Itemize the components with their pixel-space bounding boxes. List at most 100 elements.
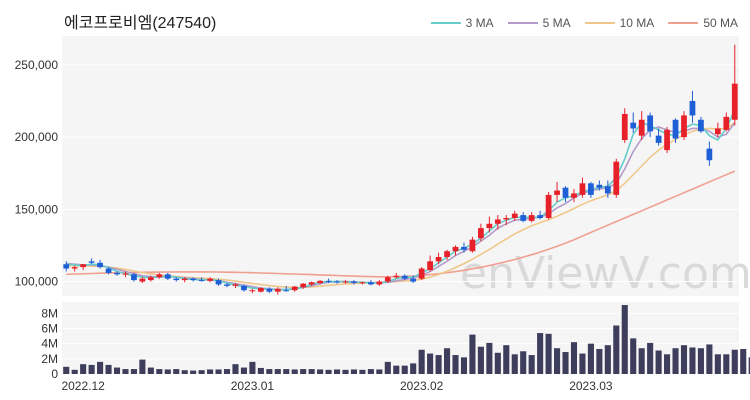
watermark: enViewV.com (460, 248, 750, 299)
candle (71, 265, 78, 272)
volume-bar (105, 364, 112, 374)
candle-body (520, 215, 527, 221)
candle-body (418, 268, 425, 279)
candle-body (105, 268, 112, 273)
candle-body (588, 183, 594, 195)
candle (376, 280, 383, 286)
date-tick-label: 2023.03 (569, 379, 613, 393)
candle-body (147, 277, 154, 281)
volume-bar (71, 369, 78, 374)
volume-bar (88, 364, 95, 374)
candle-body (579, 183, 586, 195)
volume-bar (579, 353, 586, 374)
candle-body (461, 246, 467, 250)
legend-item-ma10: 10 MA (584, 16, 654, 30)
candle (562, 186, 569, 203)
candle (545, 192, 552, 220)
candle (655, 128, 662, 146)
candle-body (131, 274, 137, 281)
legend-item-ma3: 3 MA (430, 16, 494, 30)
candle (630, 112, 637, 133)
volume-bar (181, 370, 188, 374)
candle (410, 275, 417, 283)
candle (706, 141, 713, 166)
candle (334, 280, 340, 284)
volume-bar (503, 345, 510, 374)
candle-body (325, 280, 332, 282)
legend-item-ma5: 5 MA (507, 16, 571, 30)
volume-bar (418, 349, 425, 374)
candle (588, 181, 594, 198)
candle (537, 210, 544, 220)
date-axis-ticks: 2022.12 2023.01 2023.02 2023.03 (61, 379, 612, 393)
volume-bar (274, 369, 281, 374)
candles (63, 44, 738, 295)
volume-bar (283, 369, 290, 374)
volume-bar (511, 354, 518, 374)
volume-bar (740, 348, 747, 374)
volume-bar (266, 369, 273, 374)
candle (681, 111, 687, 140)
candle-body (317, 280, 323, 283)
candle (156, 272, 163, 279)
volume-bar (613, 325, 620, 374)
candle (714, 122, 721, 138)
candle (105, 267, 112, 275)
candle-body (452, 246, 459, 252)
candle-body (80, 264, 87, 268)
candle-body (596, 184, 603, 188)
candle (520, 212, 527, 223)
candle (672, 118, 679, 143)
candle-body (664, 129, 670, 151)
candle (393, 272, 400, 279)
candle-body (478, 228, 484, 239)
candle (698, 116, 704, 133)
volume-bar (570, 342, 578, 374)
candle-body (613, 161, 620, 195)
candle-body (215, 280, 222, 285)
candle (215, 278, 222, 286)
volume-bar (443, 348, 451, 374)
candle (283, 285, 290, 292)
candle (207, 277, 213, 283)
volume-bar (325, 369, 332, 374)
candle (384, 275, 391, 283)
candle (139, 277, 146, 283)
candle-body (114, 272, 120, 275)
volume-bars (63, 305, 750, 374)
candle-body (241, 285, 247, 291)
candle (427, 255, 433, 272)
candle-body (401, 275, 408, 279)
legend-label-ma5: 5 MA (542, 16, 571, 30)
volume-bar (460, 357, 468, 374)
candle (486, 216, 493, 233)
volume-bar (638, 348, 645, 374)
volume-bar (97, 361, 104, 374)
candle-body (469, 239, 476, 252)
candle (241, 284, 247, 292)
legend-swatch-ma3 (430, 22, 461, 24)
candle (300, 283, 307, 289)
candle-body (300, 283, 307, 288)
candle (198, 277, 205, 282)
volume-bar (249, 361, 256, 374)
candle-body (562, 187, 569, 198)
candle-body (528, 215, 535, 221)
volume-bar (342, 369, 349, 374)
volume-bar (604, 345, 611, 374)
volume-bar (130, 369, 137, 374)
volume-bar (190, 370, 197, 374)
volume-tick-label: 2M (41, 352, 58, 366)
candle-body (384, 277, 391, 282)
candle-body (647, 115, 654, 132)
volume-bar (333, 369, 341, 374)
volume-tick-label: 4M (41, 337, 58, 351)
volume-bar (520, 351, 527, 374)
legend-swatch-ma50 (668, 22, 699, 24)
candle-body (545, 194, 552, 218)
candle (731, 44, 738, 126)
candle (164, 272, 171, 281)
candle-body (511, 213, 518, 218)
candle-body (486, 223, 493, 229)
candle (63, 261, 70, 272)
